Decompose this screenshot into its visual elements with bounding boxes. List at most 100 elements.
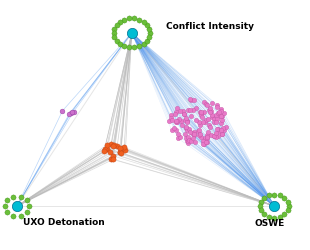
Point (213, 132, 218, 136)
Point (176, 132, 181, 136)
Point (175, 121, 180, 125)
Point (117, 146, 122, 150)
Point (217, 111, 222, 115)
Point (185, 129, 190, 133)
Point (169, 129, 174, 133)
Point (285, 209, 290, 213)
Point (11, 214, 16, 218)
Point (71, 110, 76, 114)
Point (122, 146, 126, 150)
Point (183, 118, 188, 122)
Point (137, 18, 142, 22)
Point (202, 138, 207, 141)
Point (192, 140, 197, 144)
Text: UXO Detonation: UXO Detonation (23, 218, 105, 226)
Point (205, 117, 210, 121)
Point (27, 204, 32, 208)
Point (214, 106, 219, 110)
Point (199, 136, 204, 140)
Point (182, 113, 187, 117)
Point (104, 144, 109, 148)
Point (186, 109, 191, 113)
Point (285, 200, 290, 204)
Point (220, 132, 225, 136)
Point (219, 114, 224, 118)
Point (127, 18, 132, 21)
Point (202, 110, 207, 114)
Point (68, 112, 73, 116)
Point (214, 114, 219, 117)
Point (108, 142, 113, 146)
Point (122, 18, 127, 22)
Point (117, 21, 122, 25)
Point (193, 107, 198, 111)
Point (205, 136, 210, 140)
Point (123, 149, 128, 153)
Point (189, 131, 194, 135)
Point (127, 46, 132, 50)
Text: Conflict Intensity: Conflict Intensity (166, 22, 254, 31)
Point (207, 111, 212, 115)
Point (185, 139, 190, 143)
Point (215, 134, 220, 138)
Point (5, 198, 10, 202)
Point (216, 111, 221, 115)
Point (110, 154, 115, 158)
Point (188, 130, 193, 134)
Point (282, 196, 287, 200)
Point (277, 215, 282, 219)
Point (200, 140, 205, 144)
Point (196, 130, 201, 134)
Point (188, 108, 193, 112)
Point (219, 114, 224, 118)
Point (211, 118, 216, 122)
Point (174, 120, 179, 124)
Point (174, 121, 179, 125)
Point (262, 212, 267, 216)
Point (137, 45, 142, 49)
Point (184, 126, 189, 130)
Point (192, 98, 197, 102)
Point (170, 119, 175, 123)
Point (219, 128, 224, 132)
Point (147, 32, 152, 36)
Point (222, 129, 227, 133)
Point (204, 103, 209, 107)
Point (147, 28, 152, 32)
Point (197, 134, 202, 138)
Point (188, 114, 193, 118)
Point (102, 150, 107, 154)
Point (187, 139, 192, 143)
Point (144, 40, 149, 44)
Point (182, 113, 187, 117)
Point (112, 144, 117, 148)
Point (105, 147, 110, 151)
Point (112, 36, 117, 40)
Point (18, 214, 23, 218)
Point (205, 134, 210, 138)
Point (186, 128, 191, 132)
Point (184, 119, 189, 123)
Point (141, 43, 146, 47)
Point (207, 126, 212, 130)
Point (213, 120, 218, 124)
Point (188, 139, 193, 143)
Point (144, 24, 149, 28)
Point (259, 200, 264, 204)
Point (108, 151, 113, 155)
Point (198, 133, 203, 137)
Point (204, 119, 209, 123)
Point (215, 127, 220, 131)
Point (111, 32, 116, 36)
Point (220, 133, 225, 137)
Point (175, 120, 180, 124)
Point (215, 118, 219, 122)
Point (109, 157, 114, 161)
Point (217, 115, 222, 119)
Point (167, 120, 172, 124)
Point (110, 158, 115, 162)
Point (141, 21, 146, 25)
Point (198, 114, 203, 118)
Point (185, 120, 190, 124)
Point (212, 134, 217, 138)
